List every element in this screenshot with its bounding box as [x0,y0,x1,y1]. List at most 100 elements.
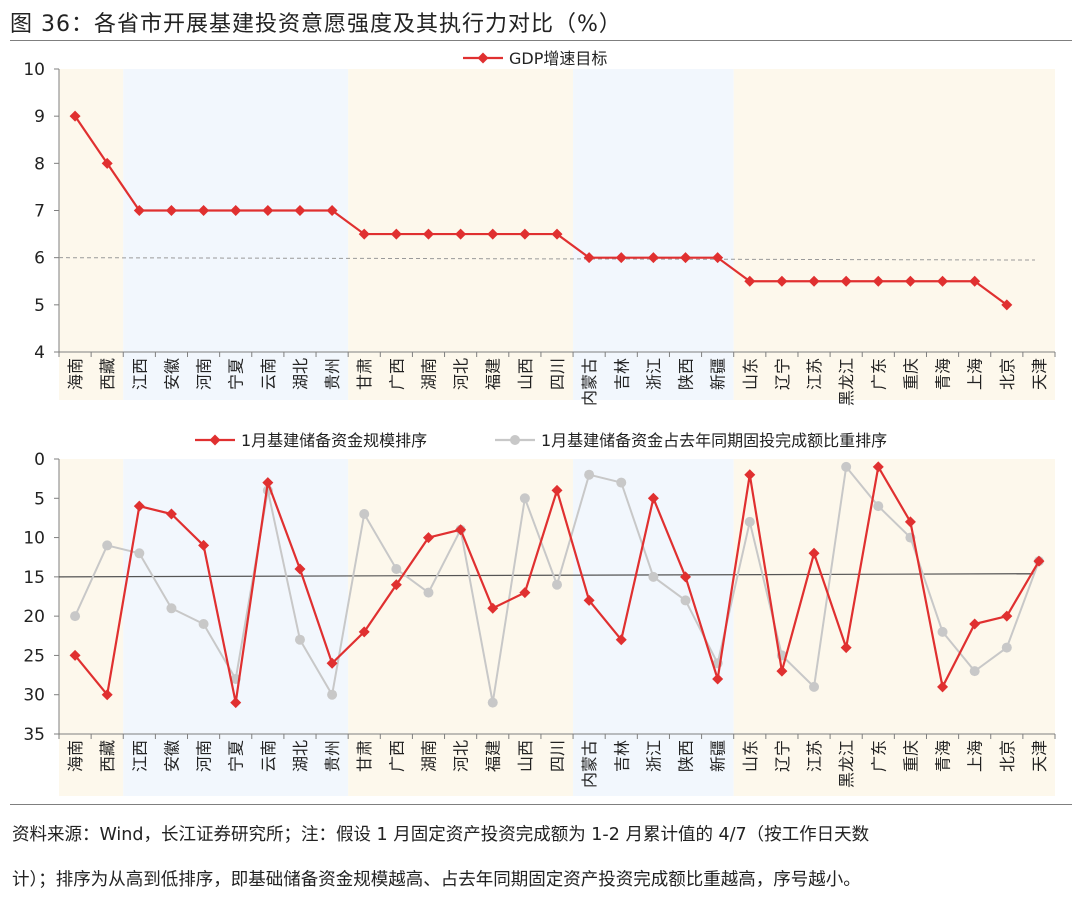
data-point-四川 [551,484,563,496]
data-point-陕西 [680,252,692,264]
data-point-青海 [937,681,949,693]
x-tick-label-甘肃: 甘肃 [355,740,374,772]
x-tick-label-浙江: 浙江 [644,740,663,772]
data-point-福建 [487,602,499,614]
x-tick-label-山西: 山西 [516,358,535,390]
y-tick-label: 5 [34,489,45,509]
data-point-福建 [487,228,499,240]
data-point-青海 [937,626,948,637]
x-tick-label-北京: 北京 [998,358,1017,390]
data-point-内蒙古 [583,252,595,264]
data-point-福建 [487,697,498,708]
x-tick-label-广东: 广东 [869,358,888,390]
data-point-黑龙江 [841,461,852,472]
data-point-海南 [69,110,81,122]
data-point-宁夏 [230,697,242,709]
x-tick-label-四川: 四川 [548,740,567,772]
x-tick-label-海南: 海南 [66,740,85,772]
x-tick-label-安徽: 安徽 [162,740,181,772]
y-tick-label: 30 [23,686,45,706]
x-tick-label-广西: 广西 [387,358,406,390]
y-tick-label: 5 [34,296,45,316]
legend-marker [510,435,520,445]
y-tick-label: 10 [23,529,45,549]
data-point-甘肃 [358,228,370,240]
x-tick-label-湖北: 湖北 [291,740,310,772]
x-tick-label-内蒙古: 内蒙古 [580,358,599,406]
x-tick-label-广东: 广东 [869,740,888,772]
y-tick-label: 7 [34,202,45,222]
data-point-四川 [551,228,563,240]
data-point-广东 [873,501,884,512]
data-point-宁夏 [230,205,242,216]
data-point-山西 [519,228,531,240]
y-tick-label: 35 [23,725,45,745]
data-point-重庆 [904,516,916,528]
data-point-天津 [1033,555,1045,567]
x-tick-label-浙江: 浙江 [644,358,663,390]
data-point-广西 [391,564,402,574]
data-point-浙江 [648,571,659,582]
data-point-贵州 [327,689,338,700]
x-tick-label-吉林: 吉林 [612,358,631,390]
data-point-江西 [134,548,145,559]
data-point-内蒙古 [584,469,595,480]
title-rule [10,40,1072,41]
data-point-山东 [744,469,756,481]
data-point-内蒙古 [583,594,595,606]
data-point-云南 [262,205,274,216]
data-point-安徽 [165,205,177,216]
data-point-浙江 [647,252,659,264]
data-point-河北 [455,228,467,240]
background-band-yellow [733,459,1055,734]
legend-label: GDP增速目标 [509,49,607,68]
x-tick-label-内蒙古: 内蒙古 [580,740,599,788]
x-tick-label-西藏: 西藏 [98,740,117,772]
x-tick-label-贵州: 贵州 [323,358,342,390]
x-tick-label-江苏: 江苏 [805,358,824,390]
x-tick-label-上海: 上海 [966,740,985,772]
x-tick-label-辽宁: 辽宁 [773,740,792,772]
data-point-黑龙江 [840,642,852,654]
data-point-安徽 [165,508,177,520]
legend-marker [477,52,489,64]
x-tick-label-河南: 河南 [195,358,214,390]
background-band-label-area [59,352,124,400]
background-band-blue [573,459,734,734]
x-tick-label-黑龙江: 黑龙江 [837,358,856,406]
figure-title: 图 36：各省市开展基建投资意愿强度及其执行力对比（%） [10,12,622,37]
legend-label: 1月基建储备资金规模排序 [241,431,427,450]
data-point-辽宁 [776,665,788,677]
background-band-blue [573,69,734,352]
background-band-label-area [573,734,734,796]
reference-line [58,257,1036,261]
data-point-新疆 [712,673,724,685]
data-point-江西 [133,500,145,512]
x-tick-label-辽宁: 辽宁 [773,358,792,390]
data-point-北京 [1001,610,1013,622]
x-tick-label-山东: 山东 [741,740,760,772]
x-tick-label-云南: 云南 [259,358,278,390]
y-tick-label: 4 [34,343,45,363]
background-bands [59,459,1055,796]
data-point-山东 [744,275,756,287]
data-point-贵州 [326,205,338,216]
data-point-江苏 [808,275,820,287]
data-point-海南 [70,611,81,622]
x-tick-label-海南: 海南 [66,358,85,390]
x-tick-label-吉林: 吉林 [612,740,631,772]
background-band-label-area [733,352,1055,400]
data-point-重庆 [904,275,916,287]
data-point-云南 [262,477,274,489]
y-tick-label: 20 [23,607,45,627]
data-point-广东 [872,275,884,287]
background-band-yellow [348,69,574,352]
x-tick-label-湖南: 湖南 [419,740,438,772]
x-tick-label-贵州: 贵州 [323,740,342,772]
x-tick-label-重庆: 重庆 [901,740,920,772]
y-tick-label: 10 [23,60,45,80]
x-tick-label-青海: 青海 [934,740,953,772]
data-point-广西 [390,228,402,240]
x-tick-label-陕西: 陕西 [677,358,696,390]
